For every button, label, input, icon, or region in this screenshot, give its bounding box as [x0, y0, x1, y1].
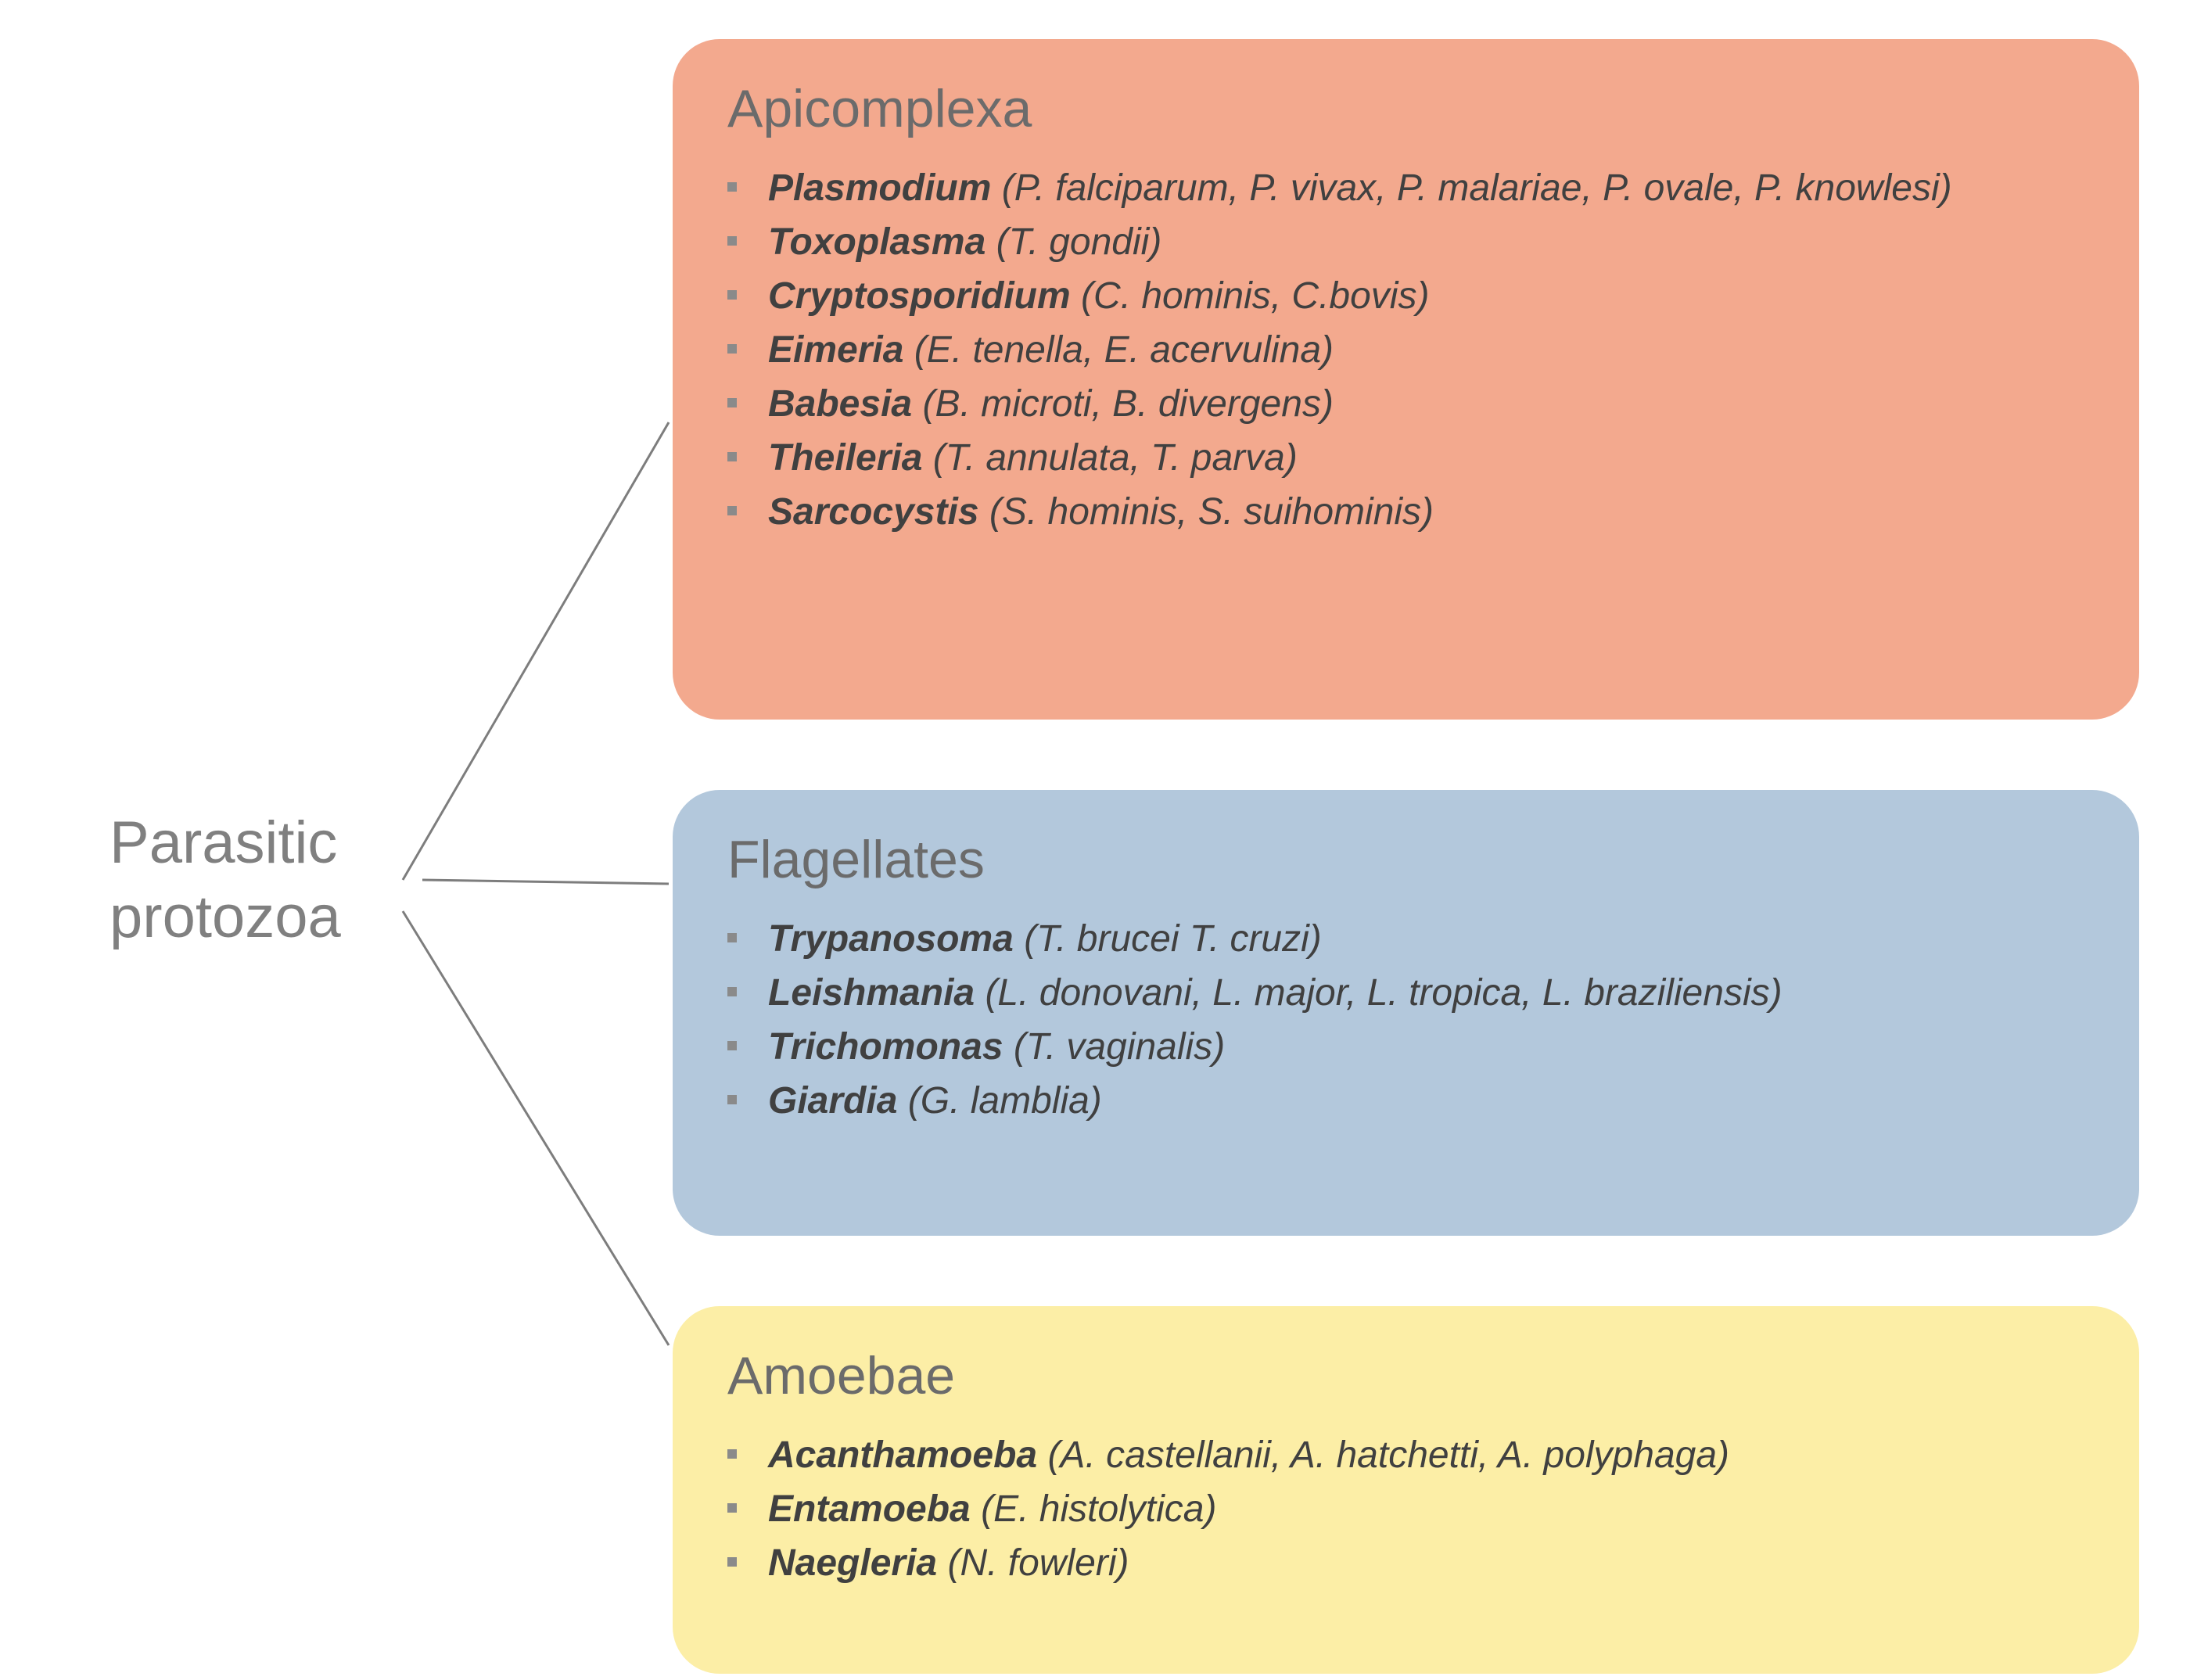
genus-label: Giardia	[768, 1080, 897, 1122]
genus-label: Sarcocystis	[768, 491, 979, 533]
list-item: Trypanosoma (T. brucei T. cruzi)	[727, 917, 2084, 960]
bullet-icon	[727, 182, 737, 192]
item-text: Acanthamoeba (A. castellanii, A. hatchet…	[768, 1434, 1729, 1477]
bullet-icon	[727, 1503, 737, 1513]
species-label: (T. annulata, T. parva)	[933, 437, 1298, 479]
genus-label: Trichomonas	[768, 1026, 1003, 1068]
genus-label: Toxoplasma	[768, 221, 986, 263]
bullet-icon	[727, 344, 737, 354]
species-label: (B. microti, B. divergens)	[922, 383, 1333, 425]
group-apicomplexa: Apicomplexa Plasmodium (P. falciparum, P.…	[673, 39, 2139, 720]
bullet-icon	[727, 290, 737, 300]
connector-line	[403, 911, 669, 1345]
genus-label: Acanthamoeba	[768, 1434, 1037, 1476]
species-label: (T. vaginalis)	[1014, 1026, 1225, 1068]
list-item: Naegleria (N. fowleri)	[727, 1542, 2084, 1585]
item-text: Plasmodium (P. falciparum, P. vivax, P. …	[768, 167, 1952, 210]
list-item: Theileria (T. annulata, T. parva)	[727, 436, 2084, 479]
genus-label: Cryptosporidium	[768, 275, 1071, 317]
genus-label: Babesia	[768, 383, 912, 425]
list-item: Entamoeba (E. histolytica)	[727, 1488, 2084, 1531]
bullet-icon	[727, 987, 737, 996]
species-label: (G. lamblia)	[908, 1080, 1102, 1122]
group-title: Flagellates	[727, 829, 2084, 890]
item-text: Toxoplasma (T. gondii)	[768, 221, 1161, 264]
connector-line	[403, 422, 669, 880]
genus-label: Leishmania	[768, 972, 975, 1014]
connector-line	[422, 880, 669, 884]
species-label: (S. hominis, S. suihominis)	[989, 491, 1434, 533]
item-text: Giardia (G. lamblia)	[768, 1079, 1102, 1122]
group-title: Amoebae	[727, 1345, 2084, 1406]
group-flagellates: Flagellates Trypanosoma (T. brucei T. cru…	[673, 790, 2139, 1236]
list-item: Babesia (B. microti, B. divergens)	[727, 382, 2084, 425]
item-text: Theileria (T. annulata, T. parva)	[768, 436, 1298, 479]
item-text: Leishmania (L. donovani, L. major, L. tr…	[768, 971, 1783, 1014]
item-text: Trypanosoma (T. brucei T. cruzi)	[768, 917, 1322, 960]
species-label: (C. hominis, C.bovis)	[1081, 275, 1429, 317]
list-item: Cryptosporidium (C. hominis, C.bovis)	[727, 275, 2084, 318]
species-label: (T. brucei T. cruzi)	[1024, 918, 1322, 960]
list-item: Leishmania (L. donovani, L. major, L. tr…	[727, 971, 2084, 1014]
bullet-icon	[727, 1449, 737, 1459]
item-text: Babesia (B. microti, B. divergens)	[768, 382, 1334, 425]
list-item: Sarcocystis (S. hominis, S. suihominis)	[727, 490, 2084, 533]
bullet-icon	[727, 452, 737, 461]
species-label: (N. fowleri)	[947, 1542, 1129, 1584]
bullet-icon	[727, 1095, 737, 1104]
species-label: (E. histolytica)	[981, 1488, 1216, 1530]
genus-label: Theileria	[768, 437, 922, 479]
item-text: Entamoeba (E. histolytica)	[768, 1488, 1216, 1531]
item-text: Cryptosporidium (C. hominis, C.bovis)	[768, 275, 1429, 318]
species-label: (A. castellanii, A. hatchetti, A. polyph…	[1047, 1434, 1729, 1476]
list-item: Eimeria (E. tenella, E. acervulina)	[727, 328, 2084, 372]
item-text: Eimeria (E. tenella, E. acervulina)	[768, 328, 1334, 372]
item-text: Naegleria (N. fowleri)	[768, 1542, 1129, 1585]
species-label: (P. falciparum, P. vivax, P. malariae, P…	[1002, 167, 1952, 209]
genus-label: Eimeria	[768, 329, 903, 371]
list-item: Acanthamoeba (A. castellanii, A. hatchet…	[727, 1434, 2084, 1477]
group-title: Apicomplexa	[727, 78, 2084, 139]
item-text: Sarcocystis (S. hominis, S. suihominis)	[768, 490, 1434, 533]
list-item: Toxoplasma (T. gondii)	[727, 221, 2084, 264]
list-item: Giardia (G. lamblia)	[727, 1079, 2084, 1122]
root-label: Parasitic protozoa	[110, 806, 341, 954]
bullet-icon	[727, 1041, 737, 1050]
bullet-icon	[727, 398, 737, 407]
genus-label: Entamoeba	[768, 1488, 971, 1530]
bullet-icon	[727, 236, 737, 246]
list-item: Trichomonas (T. vaginalis)	[727, 1025, 2084, 1068]
root-label-line1: Parasitic	[110, 809, 337, 876]
root-label-line2: protozoa	[110, 884, 341, 950]
list-item: Plasmodium (P. falciparum, P. vivax, P. …	[727, 167, 2084, 210]
item-text: Trichomonas (T. vaginalis)	[768, 1025, 1225, 1068]
bullet-icon	[727, 933, 737, 942]
genus-label: Naegleria	[768, 1542, 937, 1584]
species-label: (L. donovani, L. major, L. tropica, L. b…	[985, 972, 1782, 1014]
bullet-icon	[727, 506, 737, 515]
genus-label: Plasmodium	[768, 167, 991, 209]
bullet-icon	[727, 1557, 737, 1567]
group-amoebae: Amoebae Acanthamoeba (A. castellanii, A. …	[673, 1306, 2139, 1674]
species-label: (E. tenella, E. acervulina)	[914, 329, 1334, 371]
genus-label: Trypanosoma	[768, 918, 1014, 960]
species-label: (T. gondii)	[996, 221, 1162, 263]
